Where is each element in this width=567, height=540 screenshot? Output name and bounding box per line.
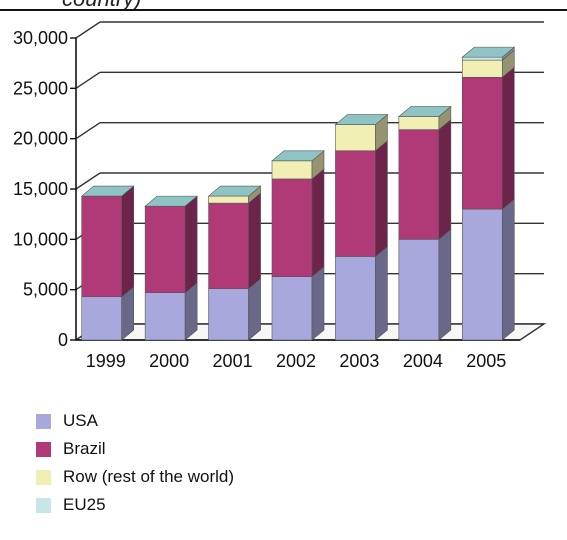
legend-label: EU25: [63, 495, 106, 514]
bar-top: [144, 195, 198, 207]
bar-side: [248, 192, 261, 290]
x-tick-label: 2000: [149, 351, 189, 371]
bar-segment: [335, 124, 376, 152]
bar-side: [501, 66, 515, 210]
x-tick-label: 2003: [339, 351, 379, 371]
bar-top: [207, 185, 262, 197]
bar-segment: [461, 56, 503, 61]
bar-top: [334, 114, 389, 125]
bar-side: [184, 195, 198, 294]
bar-side: [438, 118, 452, 240]
bar-side: [311, 168, 325, 278]
y-tick-label: 0: [58, 330, 68, 350]
bar-segment: [335, 256, 376, 341]
chart-title-fragment: country): [62, 0, 141, 12]
x-tick-label: 2001: [213, 351, 253, 371]
bar-segment: [81, 195, 123, 298]
x-tick-label: 2002: [276, 351, 316, 371]
bar-top: [271, 150, 325, 162]
bar-side: [311, 265, 325, 341]
title-divider: [0, 9, 567, 11]
bar-segment: [398, 116, 440, 130]
bar-segment: [271, 276, 313, 341]
legend-swatch: [36, 497, 51, 513]
bar-segment: [208, 195, 249, 204]
y-tick-label: 10,000: [13, 229, 68, 249]
bar-segment: [461, 59, 503, 78]
stacked-bar-chart: 0 5,000 10,000 15,000 20,000 25,000 30,000 1999…: [13, 21, 547, 371]
y-tick-label: 25,000: [13, 78, 68, 98]
legend-label: USA: [63, 411, 98, 430]
y-tick-label: 15,000: [13, 179, 68, 199]
legend-item: EU25: [36, 492, 234, 518]
bar-segment: [208, 288, 249, 341]
gridline-connector: [75, 122, 101, 140]
gridline-connector: [75, 21, 101, 39]
x-tick-label: 2004: [403, 351, 443, 371]
legend-label: Row (rest of the world): [63, 467, 234, 486]
bar-side: [248, 278, 261, 341]
legend-item: Brazil: [36, 436, 234, 462]
y-tick-label: 5,000: [23, 280, 68, 300]
legend-item: Row (rest of the world): [36, 464, 234, 490]
gridline-connector: [75, 71, 101, 89]
legend-swatch: [36, 469, 51, 485]
y-tick-label: 30,000: [13, 28, 68, 48]
bar-side: [375, 140, 388, 258]
bar-segment: [144, 205, 186, 293]
bar-segment: [144, 292, 186, 341]
bar-segment: [461, 208, 503, 341]
y-tick-label: 20,000: [13, 129, 68, 149]
x-tick-label: 2005: [466, 351, 506, 371]
legend-swatch: [36, 441, 51, 457]
x-tick-label: 1999: [86, 351, 126, 371]
bar-side: [121, 185, 135, 298]
bar-side: [438, 228, 452, 341]
legend-item: USA: [36, 408, 234, 434]
bar-segment: [335, 150, 376, 257]
bar-segment: [271, 160, 313, 180]
bar-segment: [81, 296, 123, 341]
bar-segment: [208, 202, 249, 289]
legend-label: Brazil: [63, 439, 106, 458]
bar-segment: [398, 129, 440, 240]
legend-swatch: [36, 413, 51, 429]
bar-segment: [271, 178, 313, 277]
bar-segment: [398, 239, 440, 341]
bar-side: [501, 198, 515, 341]
bar-top: [80, 185, 135, 197]
chart-legend: USA Brazil Row (rest of the world) EU25: [36, 408, 234, 520]
bar-segment: [461, 76, 503, 210]
gridline-connector: [75, 172, 101, 190]
bar-side: [375, 245, 388, 341]
bar-top: [398, 106, 452, 117]
bar-top: [461, 46, 516, 58]
